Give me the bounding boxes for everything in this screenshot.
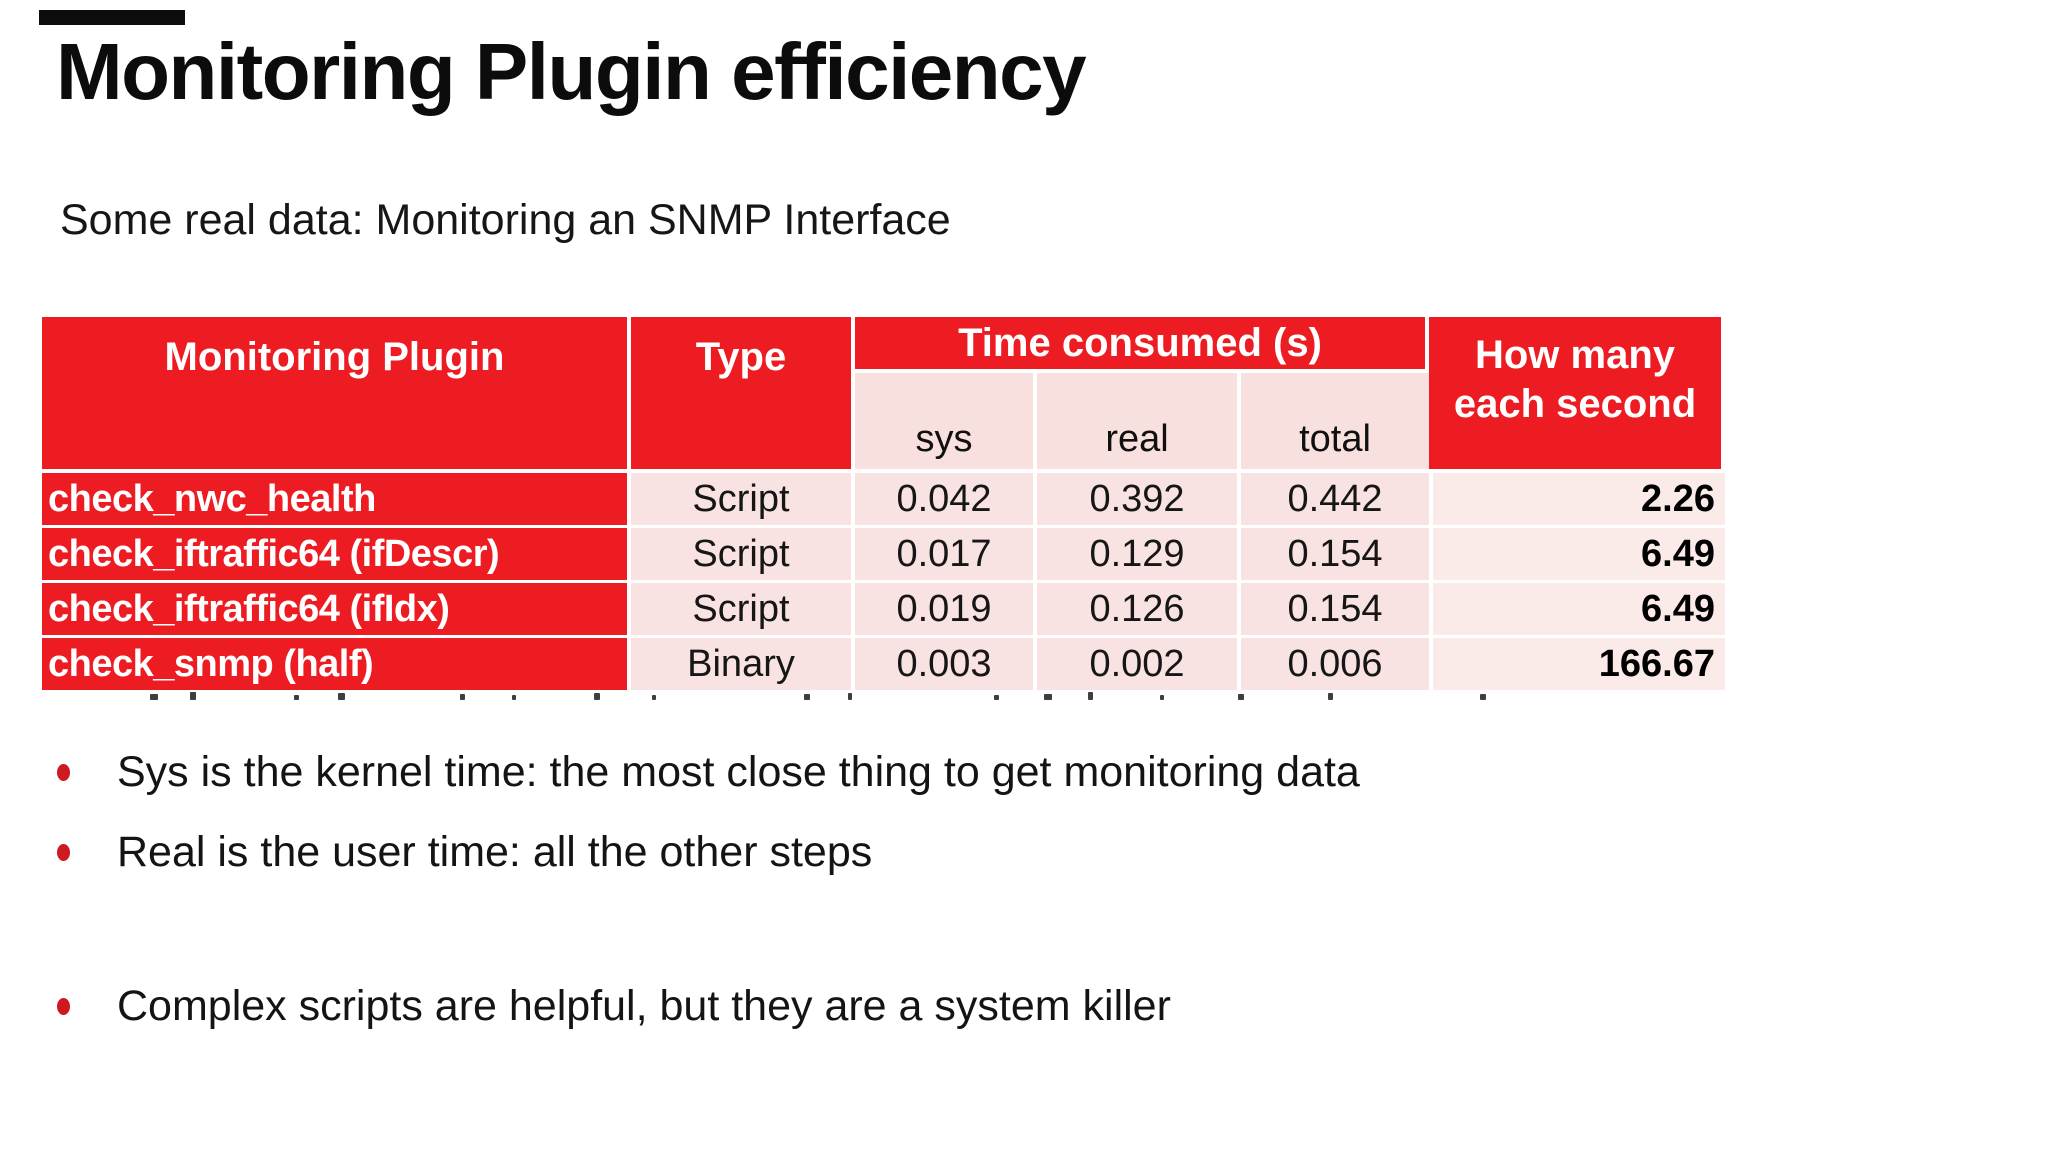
col-group-time-consumed: Time consumed (s) sys real total [855,317,1429,469]
col-header-time-consumed: Time consumed (s) [855,317,1425,369]
cell-sys: 0.017 [855,528,1033,580]
plugin-efficiency-table: Monitoring Plugin Type Time consumed (s)… [42,317,1725,693]
table-row: check_nwc_health Script 0.042 0.392 0.44… [42,473,1725,525]
cell-total: 0.154 [1241,528,1429,580]
cell-real: 0.126 [1037,583,1237,635]
cell-total: 0.154 [1241,583,1429,635]
bullet-icon [57,764,70,781]
cell-sys: 0.019 [855,583,1033,635]
cell-rate: 6.49 [1433,583,1725,635]
table-row: check_iftraffic64 (ifDescr) Script 0.017… [42,528,1725,580]
cell-total: 0.006 [1241,638,1429,690]
col-header-total: total [1241,373,1429,469]
bullet-text: Sys is the kernel time: the most close t… [117,748,1360,796]
subtitle: Some real data: Monitoring an SNMP Inter… [60,196,951,244]
col-header-rate: How many each second [1429,317,1721,469]
col-header-real: real [1037,373,1237,469]
cell-real: 0.129 [1037,528,1237,580]
table-subheader-row: sys real total [855,373,1429,469]
table-header-row: Monitoring Plugin Type Time consumed (s)… [42,317,1725,469]
table-row: check_iftraffic64 (ifIdx) Script 0.019 0… [42,583,1725,635]
bullet-text: Real is the user time: all the other ste… [117,828,873,876]
bullet-icon [57,998,70,1015]
page-title: Monitoring Plugin efficiency [56,27,1087,116]
cropped-row-fragments [42,692,1725,702]
cell-real: 0.392 [1037,473,1237,525]
cell-plugin: check_nwc_health [42,473,627,525]
bullet-item: Real is the user time: all the other ste… [57,828,872,877]
cell-type: Script [631,473,851,525]
cell-type: Script [631,583,851,635]
cell-real: 0.002 [1037,638,1237,690]
cell-total: 0.442 [1241,473,1429,525]
cell-sys: 0.042 [855,473,1033,525]
bullet-icon [57,844,70,861]
top-left-bar [39,10,185,25]
bullet-item: Sys is the kernel time: the most close t… [57,748,1360,797]
col-header-type: Type [631,317,851,469]
cell-sys: 0.003 [855,638,1033,690]
cell-rate: 166.67 [1433,638,1725,690]
col-header-plugin: Monitoring Plugin [42,317,627,469]
cell-plugin: check_iftraffic64 (ifIdx) [42,583,627,635]
cell-type: Script [631,528,851,580]
cell-rate: 2.26 [1433,473,1725,525]
bullet-text: Complex scripts are helpful, but they ar… [117,982,1171,1030]
cell-plugin: check_snmp (half) [42,638,627,690]
col-header-sys: sys [855,373,1033,469]
cell-type: Binary [631,638,851,690]
cell-rate: 6.49 [1433,528,1725,580]
cell-plugin: check_iftraffic64 (ifDescr) [42,528,627,580]
table-row: check_snmp (half) Binary 0.003 0.002 0.0… [42,638,1725,690]
bullet-item: Complex scripts are helpful, but they ar… [57,982,1171,1031]
